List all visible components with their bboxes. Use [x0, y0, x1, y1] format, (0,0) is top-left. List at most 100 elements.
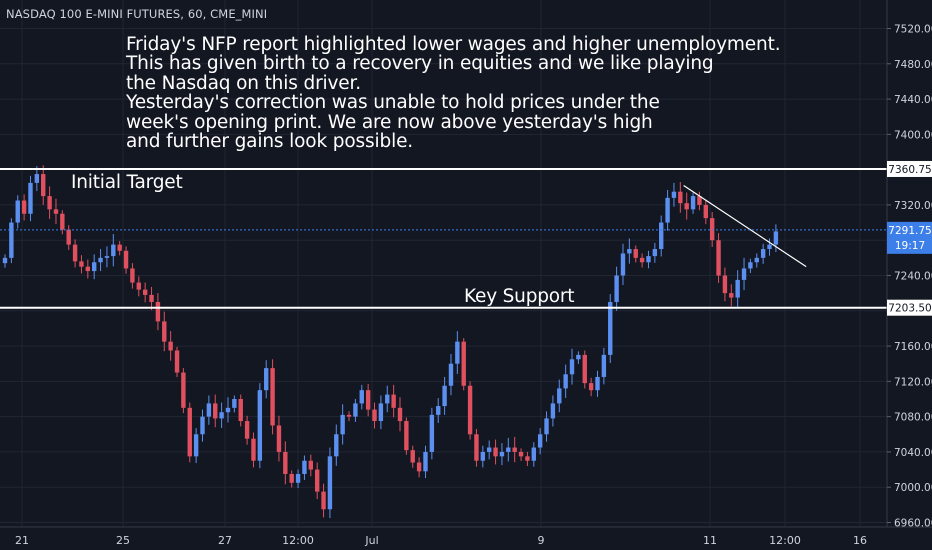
- candle-body: [423, 451, 428, 472]
- candle-body: [773, 231, 779, 245]
- time-tick-label: 27: [218, 534, 232, 547]
- candle-body: [238, 399, 243, 422]
- trend-line[interactable]: [683, 185, 807, 268]
- candle-body: [467, 385, 473, 435]
- time-tick-label: 21: [15, 534, 29, 547]
- candle-body: [461, 341, 466, 386]
- initial-target-label: Initial Target: [71, 172, 183, 193]
- analysis-text-note[interactable]: Friday's NFP report highlighted lower wa…: [126, 34, 816, 153]
- price-tick-label: 7120.00: [894, 376, 932, 388]
- candle-body: [576, 354, 581, 360]
- price-axis-ticks: 7520.007480.007440.007400.007360.007320.…: [887, 24, 932, 530]
- candle-body: [404, 421, 409, 451]
- candle-body: [187, 407, 192, 457]
- candle-body: [314, 469, 320, 492]
- candle-body: [550, 403, 556, 419]
- candle-body: [225, 407, 231, 413]
- candle-body: [690, 196, 696, 210]
- target-price-tag-label: 7360.75: [888, 164, 931, 176]
- candle-body: [741, 268, 747, 280]
- time-tick-label: 12:00: [769, 534, 801, 547]
- candle-body: [41, 174, 46, 197]
- time-tick-label: 16: [853, 534, 867, 547]
- candle-body: [9, 222, 14, 258]
- candle-body: [563, 374, 568, 389]
- candle-body: [98, 257, 103, 263]
- candle-body: [397, 407, 403, 422]
- candle-body: [429, 414, 435, 452]
- price-tick-label: 7400.00: [894, 129, 932, 141]
- candle-body: [378, 403, 384, 422]
- candle-body: [499, 451, 505, 457]
- candle-body: [385, 394, 390, 404]
- candle-body: [410, 450, 415, 463]
- candle-body: [302, 460, 307, 474]
- price-tick-label: 7440.00: [894, 94, 932, 106]
- candle-body: [28, 182, 33, 214]
- price-tick-label: 7480.00: [894, 59, 932, 71]
- candle-body: [760, 249, 766, 258]
- candle-body: [123, 250, 129, 269]
- analysis-text-line: week's opening print. We are now above y…: [126, 111, 653, 133]
- candle-body: [117, 244, 122, 251]
- candle-body: [346, 414, 352, 417]
- candle-body: [321, 491, 326, 510]
- price-tick-label: 7320.00: [894, 200, 932, 212]
- candle-body: [340, 414, 345, 435]
- candle-body: [327, 456, 333, 510]
- candle-body: [416, 462, 422, 472]
- candle-body: [767, 244, 772, 250]
- time-axis[interactable]: 21 25 27 12:00 Jul 9 11 12:00 16: [0, 526, 932, 547]
- candle-body: [614, 275, 619, 302]
- price-axis[interactable]: 7520.007480.007440.007400.007360.007320.…: [886, 0, 932, 530]
- candle-body: [582, 354, 587, 384]
- candle-body: [391, 394, 396, 408]
- key-support-label: Key Support: [464, 286, 575, 307]
- candle-body: [608, 301, 613, 355]
- candle-body: [448, 363, 454, 386]
- candle-body: [66, 229, 71, 245]
- time-tick-label: Jul: [364, 534, 378, 547]
- analysis-text-line: and further gains look possible.: [126, 131, 414, 153]
- time-tick-label: 9: [538, 534, 545, 547]
- candle-body: [512, 447, 517, 452]
- candle-body: [525, 456, 530, 461]
- candle-body: [142, 289, 148, 295]
- candle-body: [283, 451, 288, 474]
- price-tick-label: 7080.00: [894, 412, 932, 424]
- time-tick-label: 12:00: [282, 534, 314, 547]
- candle-body: [60, 213, 65, 230]
- analysis-text-line: Friday's NFP report highlighted lower wa…: [126, 34, 781, 55]
- horizontal-levels[interactable]: [0, 167, 887, 309]
- candle-body: [232, 399, 237, 408]
- target-price-tag: 7360.75: [887, 160, 932, 177]
- candle-body: [569, 359, 575, 375]
- candle-body: [155, 301, 161, 322]
- analysis-text-line: This has given birth to a recovery in eq…: [126, 53, 714, 75]
- candle-body: [334, 434, 339, 457]
- candle-body: [91, 262, 97, 272]
- time-tick-label: 25: [116, 534, 130, 547]
- candle-body: [162, 321, 167, 342]
- candle-body: [506, 447, 511, 452]
- candle-body: [474, 434, 479, 461]
- support-price-tag-background: [887, 299, 932, 316]
- candle-body: [652, 249, 658, 257]
- candle-body: [47, 196, 52, 210]
- candle-body: [633, 249, 638, 258]
- candle-body: [678, 191, 683, 204]
- candle-body: [200, 416, 205, 435]
- price-tick-label: 7520.00: [894, 24, 932, 36]
- candle-body: [518, 451, 524, 457]
- candle-body: [21, 200, 27, 214]
- candle-body: [257, 390, 263, 461]
- candle-body: [544, 418, 549, 435]
- candle-body: [455, 341, 460, 364]
- candle-body: [308, 460, 314, 470]
- candle-body: [722, 275, 728, 294]
- candle-body: [270, 368, 275, 426]
- candle-body: [168, 341, 173, 351]
- candle-body: [671, 191, 677, 198]
- candle-body: [53, 209, 59, 214]
